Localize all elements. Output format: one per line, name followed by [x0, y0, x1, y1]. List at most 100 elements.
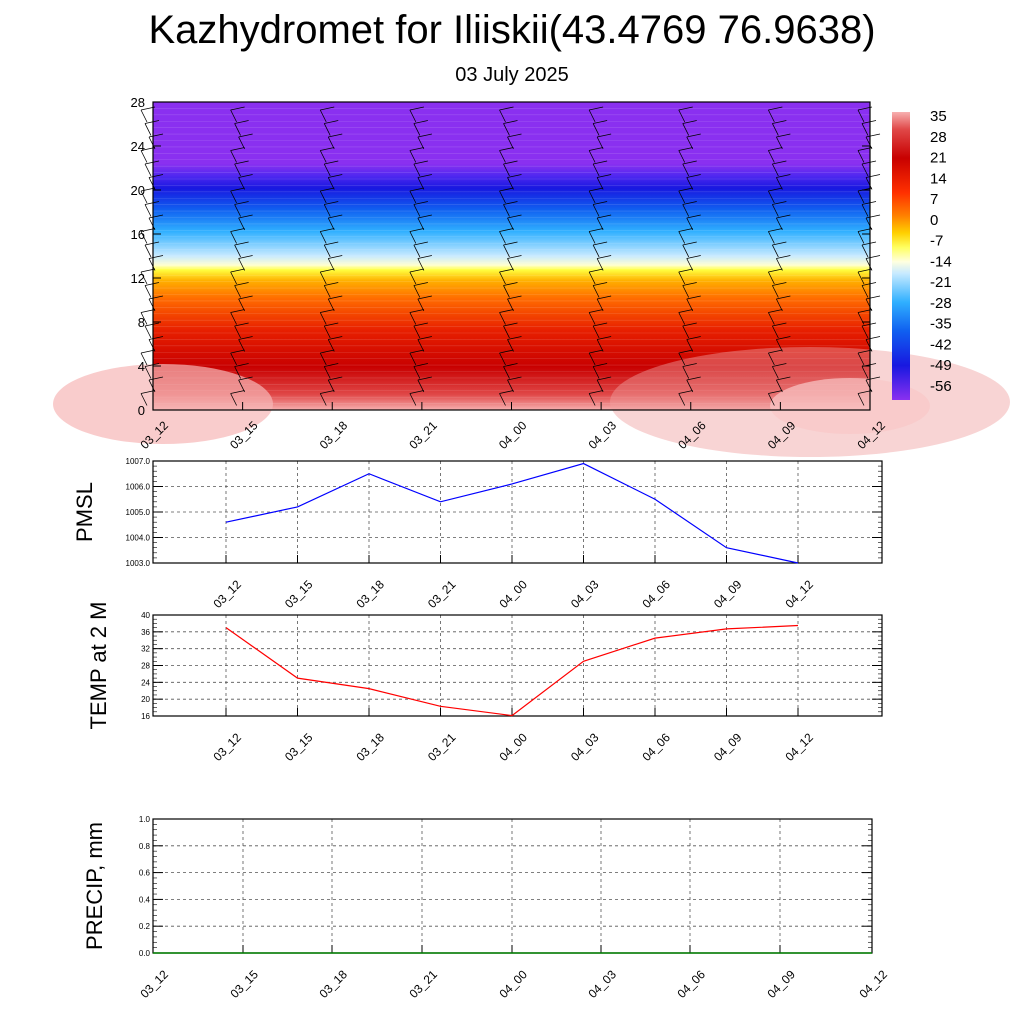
wind-barb-flag — [324, 201, 339, 205]
wind-barb-flag — [503, 363, 518, 367]
wind-barb — [588, 109, 596, 123]
wind-barb — [413, 325, 421, 339]
wind-barb — [499, 231, 506, 244]
wind-barb — [682, 163, 690, 177]
wind-barb-flag — [148, 255, 164, 259]
wind-barb — [861, 244, 869, 258]
colorbar-label: 21 — [930, 150, 947, 167]
wind-barb-flag — [776, 133, 791, 138]
wind-barb-flag — [328, 336, 343, 340]
wind-barb — [230, 190, 237, 204]
wind-barb-flag — [686, 376, 701, 381]
wind-barb-flag — [238, 336, 253, 340]
wind-barb-flag — [865, 133, 881, 138]
wind-barb-flag — [597, 174, 612, 178]
wind-barb — [768, 393, 775, 406]
wind-barb — [772, 123, 779, 136]
wind-barb — [327, 177, 335, 190]
x-tick-label: 03_12 — [210, 577, 244, 611]
wind-barb-flag — [144, 322, 160, 327]
wind-barb-flag — [148, 295, 164, 300]
wind-barb — [499, 150, 506, 163]
wind-barb — [772, 285, 779, 298]
wind-barb — [499, 312, 506, 325]
wind-barb-flag — [324, 363, 339, 367]
y-axis-label: PRECIP, mm — [82, 822, 107, 950]
wind-barb — [144, 325, 152, 339]
wind-barb-flag — [148, 174, 164, 178]
wind-barbs — [140, 106, 881, 406]
wind-barb-flag — [686, 133, 701, 138]
wind-barb-flag — [597, 255, 612, 259]
wind-barb-flag — [230, 228, 245, 232]
wind-barb — [148, 258, 156, 271]
chart-date: 03 July 2025 — [455, 64, 569, 86]
wind-barb-flag — [238, 174, 253, 178]
wind-barb — [413, 163, 421, 177]
wind-barb-flag — [499, 390, 514, 394]
wind-barb-flag — [499, 349, 514, 354]
y-axis-label: TEMP at 2 M — [86, 602, 111, 730]
wind-barb — [413, 123, 421, 136]
wind-barb — [588, 190, 596, 204]
wind-barb — [588, 231, 596, 244]
wind-barb-flag — [324, 241, 339, 246]
wind-barb-flag — [865, 376, 881, 381]
wind-barb — [323, 123, 331, 136]
x-tick-label: 03_21 — [406, 967, 440, 1001]
wind-barb-flag — [499, 309, 514, 313]
wind-barb — [596, 298, 604, 312]
wind-barb-flag — [413, 120, 428, 124]
wind-barb — [230, 393, 237, 406]
wind-barb — [678, 352, 686, 366]
wind-barb-flag — [503, 241, 518, 246]
wind-barb-flag — [230, 106, 245, 111]
colorbar-label: -35 — [930, 316, 952, 333]
wind-barb-flag — [768, 390, 783, 394]
wind-barb-flag — [597, 295, 612, 300]
wind-barb — [230, 150, 237, 163]
wind-barb-flag — [772, 160, 787, 165]
wind-barb — [857, 150, 865, 163]
wind-barb — [507, 177, 514, 190]
wind-barb-flag — [413, 160, 428, 165]
wind-barb — [861, 163, 869, 177]
colorbar-fill — [892, 112, 910, 400]
wind-barb-flag — [417, 336, 432, 340]
wind-barb-flag — [324, 322, 339, 327]
wind-barb — [768, 109, 775, 123]
wind-barb — [327, 136, 335, 150]
wind-barb-flag — [593, 120, 608, 124]
y-tick-label: 0.4 — [139, 895, 151, 904]
wind-barb — [776, 217, 783, 231]
y-tick-label: 32 — [141, 645, 150, 654]
wind-barb — [234, 366, 241, 379]
wind-barb — [865, 379, 873, 393]
wind-barb-flag — [597, 214, 612, 219]
wind-barb-flag — [686, 174, 701, 178]
wind-barb-flag — [417, 255, 432, 259]
wind-barb-flag — [589, 309, 604, 313]
wind-barb-flag — [682, 322, 697, 327]
wind-barb-flag — [413, 322, 428, 327]
y-tick-label: 0 — [138, 403, 145, 418]
wind-barb — [507, 339, 514, 352]
wind-barb-flag — [409, 147, 424, 151]
wind-barb — [678, 109, 686, 123]
wind-barb — [865, 217, 873, 231]
wind-barb-flag — [417, 214, 432, 219]
wind-barb-flag — [499, 106, 514, 111]
precip-panel: 0.0 0.2 0.4 0.6 0.8 1.0 03_12 03_15 03_18 03_21 04… — [82, 815, 890, 1001]
wind-barb-flag — [678, 147, 693, 151]
wind-barb-flag — [865, 336, 881, 340]
wind-barb-flag — [234, 241, 249, 246]
wind-barb — [238, 298, 245, 312]
wind-barb — [592, 366, 600, 379]
wind-barb — [230, 312, 237, 325]
wind-barb — [327, 217, 335, 231]
wind-barb-flag — [507, 174, 522, 178]
wind-barb-flag — [776, 255, 791, 259]
wind-barb — [144, 244, 152, 258]
wind-barb — [144, 204, 152, 217]
y-tick-label: 20 — [131, 183, 145, 198]
